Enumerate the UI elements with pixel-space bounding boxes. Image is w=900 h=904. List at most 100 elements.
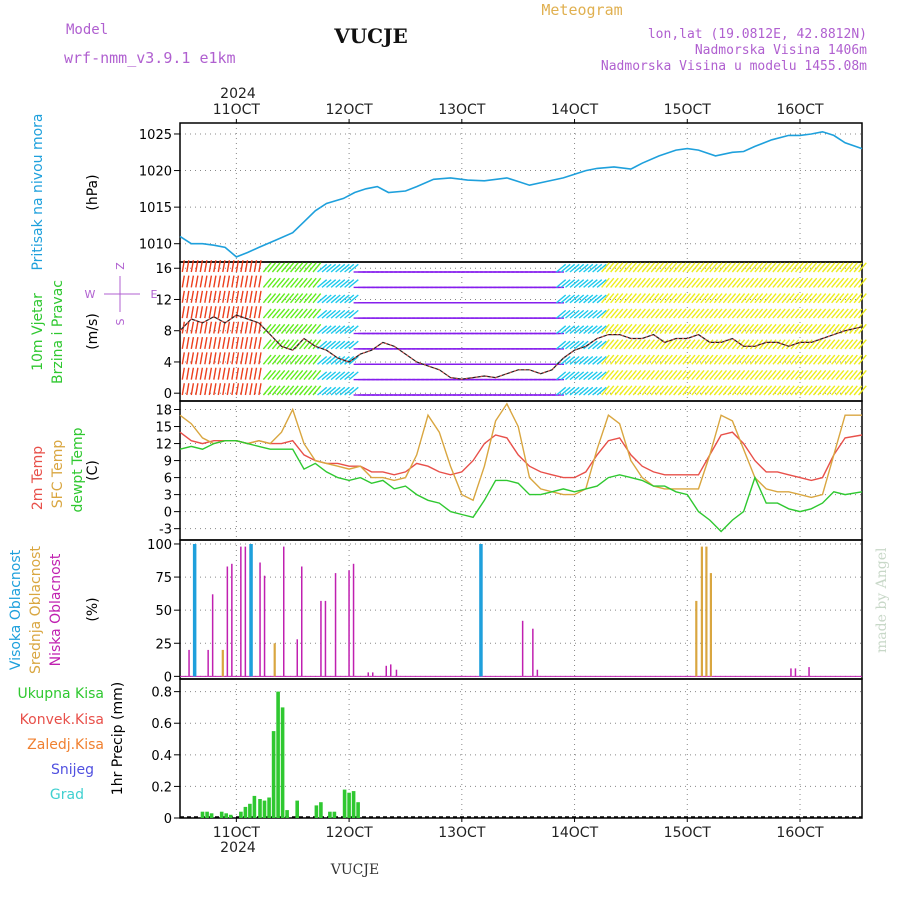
wind-vane-mark	[587, 371, 598, 381]
wind-vane-mark	[231, 290, 235, 303]
wind-vane-mark	[321, 309, 332, 319]
low-cloud-bar	[808, 667, 810, 677]
wind-vane-mark	[231, 367, 235, 380]
wind-vane-mark	[267, 385, 277, 396]
wind-vane-mark	[583, 294, 594, 304]
wind-vane-mark	[596, 263, 607, 273]
wind-vane-mark	[583, 371, 594, 381]
wind-vane-mark	[217, 321, 222, 334]
wind-vane-mark	[285, 308, 295, 319]
wind-vane-mark	[619, 385, 628, 396]
wind-vane-mark	[686, 293, 696, 304]
wind-vane-mark	[632, 262, 642, 273]
wind-vane-mark	[317, 371, 328, 381]
wind-vane-mark	[190, 352, 195, 365]
wind-vane-mark	[637, 323, 646, 334]
wind-vane-mark	[718, 277, 728, 288]
wind-vane-mark	[195, 260, 199, 273]
wind-vane-mark	[677, 277, 687, 288]
wind-vane-mark	[686, 277, 696, 288]
wind-vane-mark	[190, 275, 195, 288]
wind-vane-mark	[294, 262, 304, 273]
wind-vane-mark	[574, 309, 585, 319]
wind-vane-mark	[790, 262, 800, 273]
wind-vane-mark	[303, 308, 313, 319]
wind-vane-mark	[641, 277, 651, 288]
wind-vane-mark	[285, 369, 295, 381]
wind-vane-mark	[303, 323, 313, 334]
wind-vane-mark	[181, 275, 185, 288]
wind-vane-mark	[326, 355, 337, 365]
panel-frame	[179, 400, 863, 541]
wind-vane-mark	[803, 323, 813, 334]
wind-vane-mark	[226, 367, 231, 380]
wind-vane-mark	[623, 369, 633, 381]
x-tick-label-top: 13OCT	[438, 102, 486, 118]
wind-vane-mark	[655, 323, 664, 334]
y-tick-label: 0	[164, 670, 172, 685]
wind-vane-mark	[587, 263, 598, 273]
wind-vane-mark	[556, 325, 567, 335]
wind-vane-mark	[709, 369, 719, 381]
wind-vane-mark	[186, 306, 190, 319]
wind-vane-mark	[222, 336, 226, 350]
y-tick-label: 1025	[139, 128, 172, 143]
low-cloud-bar	[367, 672, 369, 677]
wind-vane-mark	[587, 386, 598, 396]
wind-vane-mark	[812, 262, 822, 273]
y-tick-label: 25	[155, 637, 172, 652]
wind-vane-mark	[745, 262, 755, 273]
wind-vane-mark	[632, 323, 642, 334]
wind-vane-mark	[614, 385, 624, 396]
precip-bar	[243, 806, 248, 818]
wind-vane-mark	[326, 263, 337, 273]
wind-vane-mark	[186, 336, 190, 350]
wind-vane-mark	[298, 262, 308, 273]
wind-vane-mark	[691, 354, 701, 365]
wind-vane-mark	[668, 339, 678, 350]
wind-vane-mark	[289, 308, 299, 319]
wind-vane-mark	[285, 323, 295, 334]
wind-vane-mark	[330, 309, 341, 319]
wind-vane-mark	[240, 290, 244, 303]
precip-legend-1: Ukupna Kisa	[17, 686, 104, 702]
wind-vane-mark	[249, 352, 253, 365]
wind-vane-mark	[785, 308, 795, 319]
wind-vane-mark	[619, 323, 628, 334]
wind-vane-mark	[204, 321, 208, 334]
wind-vane-mark	[727, 308, 737, 319]
wind-vane-mark	[565, 263, 576, 273]
wind-vane-mark	[235, 321, 240, 334]
wind-vane-mark	[785, 354, 795, 365]
wind-vane-mark	[794, 354, 804, 365]
wind-vane-mark	[632, 354, 642, 365]
wind-vane-mark	[785, 339, 795, 350]
wind-vane-mark	[767, 277, 777, 288]
wind-vane-mark	[294, 308, 304, 319]
wind-vane-mark	[840, 308, 849, 319]
wind-vane-mark	[718, 354, 728, 365]
wind-vane-mark	[240, 367, 244, 380]
wind-vane-mark	[321, 371, 332, 381]
precip-bar	[239, 811, 243, 818]
wind-vane-mark	[826, 354, 836, 365]
wind-vane-mark	[578, 355, 589, 365]
low-cloud-bar	[395, 669, 398, 677]
wind-vane-mark	[280, 354, 290, 365]
panel-1: 1010 1015 1020 1025 11OCT 12OCT 13OCT 14OCT 15OC…	[85, 102, 863, 263]
wind-vane-mark	[646, 354, 655, 365]
wind-vane-mark	[244, 383, 249, 396]
wind-vane-mark	[303, 385, 313, 396]
wind-vane-mark	[213, 290, 217, 303]
wind-vane-mark	[583, 279, 594, 288]
wind-vane-mark	[808, 354, 818, 365]
wind-vane-mark	[794, 308, 804, 319]
wind-vane-mark	[271, 323, 281, 334]
wind-vane-mark	[722, 308, 732, 319]
mid-cloud-bar	[273, 643, 276, 677]
wind-vane-mark	[307, 369, 317, 381]
low-cloud-bar	[372, 672, 374, 677]
wind-vane-mark	[560, 279, 571, 288]
wind-vane-mark	[249, 275, 253, 288]
wind-vane-mark	[298, 308, 308, 319]
